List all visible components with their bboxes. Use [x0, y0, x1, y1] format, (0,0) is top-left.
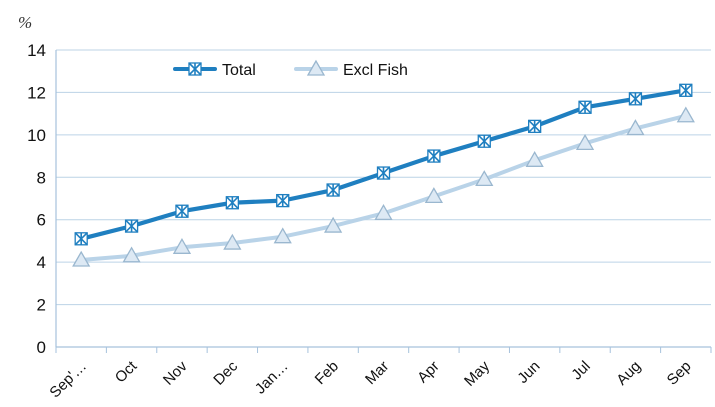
data-point [525, 151, 544, 167]
x-tick-label: Jun [514, 358, 543, 387]
data-point [124, 219, 139, 233]
data-point [172, 237, 192, 254]
data-point [326, 183, 340, 197]
data-point [427, 149, 441, 163]
legend-label: Excl Fish [343, 62, 408, 79]
legend: Total Excl Fish [173, 59, 408, 79]
data-point [628, 92, 643, 106]
x-axis-ticks: Sep'… Oct Nov Dec Jan… Feb Mar Apr May Jun Jul Aug S… [46, 347, 712, 402]
y-axis-ticks: 0 2 4 6 8 10 12 14 [27, 41, 46, 357]
legend-marker [306, 59, 326, 76]
data-point [424, 187, 444, 204]
x-tick-label: Apr [414, 358, 443, 387]
data-point [374, 204, 393, 221]
data-point [475, 170, 494, 187]
legend-marker [188, 62, 202, 76]
data-point [376, 166, 391, 180]
x-tick-label: Jan… [252, 358, 292, 398]
x-tick-label: Nov [160, 357, 191, 388]
data-point [72, 250, 91, 267]
data-point [223, 233, 242, 250]
y-tick-label: 12 [27, 83, 46, 102]
data-point [273, 227, 292, 244]
legend-item-excl-fish: Excl Fish [294, 59, 408, 79]
legend-item-total: Total [173, 62, 256, 79]
data-point [528, 119, 542, 134]
x-tick-label: Dec [210, 357, 241, 388]
y-tick-label: 6 [37, 211, 46, 230]
y-tick-label: 14 [27, 41, 46, 60]
y-tick-label: 0 [37, 338, 46, 357]
x-tick-label: Feb [312, 358, 342, 388]
y-tick-label: 8 [37, 168, 46, 187]
x-tick-label: Mar [362, 358, 392, 388]
legend-label: Total [222, 62, 256, 79]
data-point [225, 196, 239, 210]
data-point [276, 193, 290, 208]
x-tick-label: Jul [568, 358, 594, 384]
data-point [323, 216, 343, 233]
series-total [74, 83, 693, 246]
y-axis-unit-label: % [18, 13, 32, 32]
series-line [79, 113, 688, 263]
series-excl-fish [72, 106, 695, 267]
x-tick-label: Sep [664, 358, 695, 389]
data-point [74, 232, 88, 246]
data-point [676, 106, 695, 123]
x-tick-label: Sep'… [46, 358, 90, 402]
data-point [578, 100, 592, 114]
y-tick-label: 10 [27, 126, 46, 145]
y-tick-label: 4 [37, 253, 46, 272]
data-point [575, 134, 595, 150]
axes [55, 50, 711, 348]
y-tick-label: 2 [37, 296, 46, 315]
x-tick-label: Oct [112, 357, 141, 386]
data-point [175, 204, 189, 218]
series-group [72, 83, 695, 267]
x-tick-label: May [461, 357, 493, 389]
data-point [679, 83, 693, 97]
data-point [626, 119, 645, 136]
x-tick-label: Aug [613, 358, 644, 389]
data-point [122, 246, 141, 263]
data-point [477, 134, 491, 148]
